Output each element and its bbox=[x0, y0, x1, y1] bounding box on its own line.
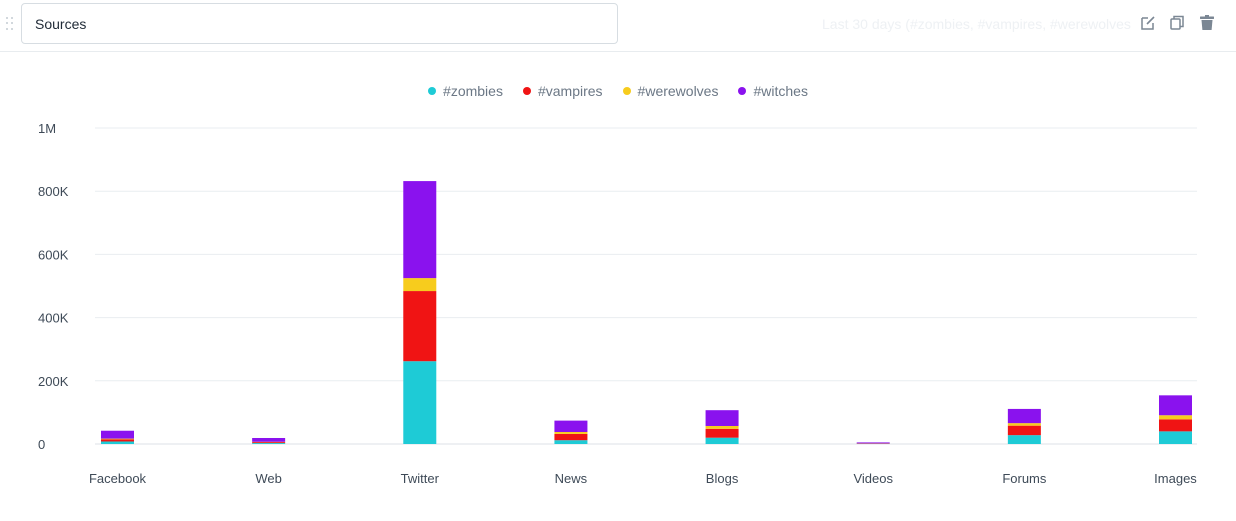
legend-label: #zombies bbox=[443, 83, 503, 99]
chart-legend: #zombies #vampires #werewolves #witches bbox=[0, 83, 1236, 99]
edit-icon[interactable] bbox=[1139, 14, 1157, 32]
y-tick-label: 1M bbox=[38, 121, 56, 136]
bar-segment bbox=[101, 441, 134, 444]
y-tick-label: 200K bbox=[38, 374, 69, 389]
bar-segment bbox=[1007, 435, 1041, 444]
bar-segment bbox=[554, 440, 588, 444]
legend-swatch bbox=[428, 87, 437, 95]
chart-title-input[interactable] bbox=[21, 3, 618, 44]
bar-segment bbox=[1159, 419, 1192, 432]
bar-segment bbox=[1007, 423, 1041, 426]
x-tick-label: Facebook bbox=[89, 471, 147, 486]
bar-segment bbox=[554, 431, 588, 434]
y-tick-label: 800K bbox=[38, 184, 69, 199]
legend-swatch bbox=[622, 87, 631, 95]
x-tick-label: Forums bbox=[1002, 471, 1047, 486]
query-summary: Last 30 days (#zombies, #vampires, #were… bbox=[822, 16, 1131, 32]
bar-segment bbox=[1159, 415, 1192, 420]
bar-segment bbox=[101, 439, 134, 442]
duplicate-icon[interactable] bbox=[1168, 14, 1186, 32]
bar-segment bbox=[403, 361, 437, 444]
legend-label: #witches bbox=[753, 83, 808, 99]
bar-segment bbox=[856, 442, 890, 444]
bar-segment bbox=[705, 410, 739, 426]
legend-item[interactable]: #witches bbox=[738, 83, 808, 99]
y-tick-label: 600K bbox=[38, 247, 69, 262]
x-tick-label: Twitter bbox=[401, 471, 440, 486]
bar-segment bbox=[1159, 431, 1192, 444]
bar-segment bbox=[252, 442, 286, 444]
x-tick-label: News bbox=[555, 471, 588, 486]
y-tick-label: 0 bbox=[38, 437, 45, 452]
bar-segment bbox=[554, 420, 588, 432]
panel-header: Last 30 days (#zombies, #vampires, #were… bbox=[0, 0, 1236, 52]
x-tick-label: Blogs bbox=[706, 471, 739, 486]
bar-segment bbox=[1159, 395, 1192, 416]
stacked-bar-chart: 0 200K 400K 600K 800K 1M Facebook Web Twitter New… bbox=[38, 121, 1197, 486]
x-tick-label: Videos bbox=[853, 471, 893, 486]
bar-segment bbox=[554, 433, 588, 441]
legend-item[interactable]: #werewolves bbox=[622, 83, 719, 99]
bar-segment bbox=[101, 430, 134, 439]
legend-swatch bbox=[738, 87, 747, 95]
y-tick-label: 400K bbox=[38, 311, 69, 326]
bar-segment bbox=[101, 438, 134, 440]
trash-icon[interactable] bbox=[1198, 14, 1216, 32]
bar-segment bbox=[403, 181, 437, 279]
legend-swatch bbox=[522, 87, 531, 95]
bar-segment bbox=[705, 428, 739, 438]
drag-handle-icon[interactable] bbox=[6, 17, 14, 31]
bar-segment bbox=[252, 437, 286, 442]
x-tick-label: Web bbox=[255, 471, 282, 486]
bar-segment bbox=[403, 291, 437, 362]
legend-item[interactable]: #vampires bbox=[522, 83, 603, 99]
bar-segment bbox=[1007, 408, 1041, 424]
bar-segment bbox=[252, 443, 286, 444]
x-tick-label: Images bbox=[1154, 471, 1197, 486]
legend-item[interactable]: #zombies bbox=[428, 83, 503, 99]
bar-segment bbox=[1007, 425, 1041, 436]
legend-label: #vampires bbox=[537, 83, 603, 99]
bar-segment bbox=[403, 278, 437, 292]
bar-segment bbox=[705, 425, 739, 429]
bar-segment bbox=[705, 437, 739, 444]
legend-label: #werewolves bbox=[637, 83, 719, 99]
